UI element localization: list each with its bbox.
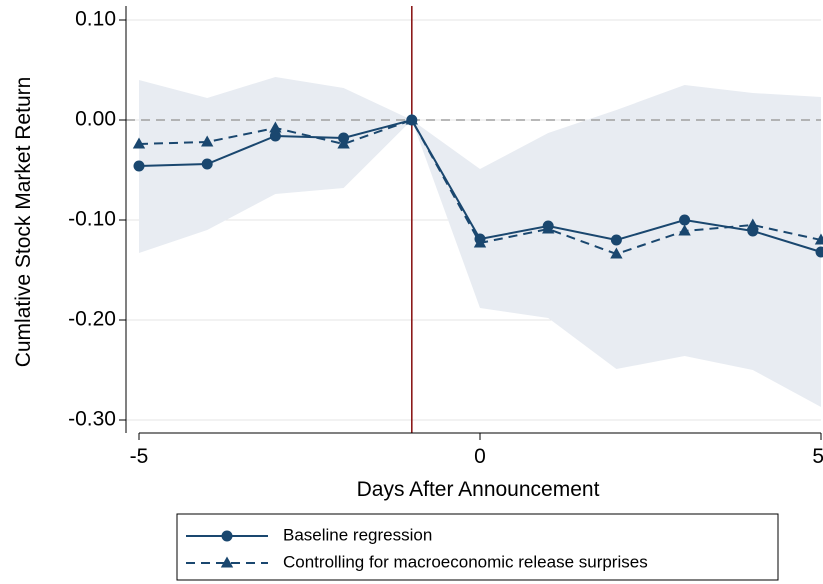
series-0-point-0 — [133, 160, 145, 172]
series-1-point-4 — [405, 113, 418, 125]
series-1-point-6 — [542, 222, 555, 234]
legend: Baseline regression Controlling for macr… — [176, 513, 779, 581]
series-0-point-2 — [269, 130, 281, 142]
series-0-point-1 — [201, 158, 213, 170]
series-layer — [132, 113, 823, 259]
x-tick-label-0: -5 — [130, 445, 149, 468]
series-1-point-7 — [610, 247, 623, 259]
y-tick-label-4: -0.30 — [68, 408, 116, 431]
series-0-point-7 — [610, 234, 622, 246]
axes: 0.10 0.00 -0.10 -0.20 -0.30 -5 0 5 — [68, 6, 823, 468]
series-0-point-8 — [679, 214, 691, 226]
legend-label-baseline: Baseline regression — [283, 525, 432, 544]
series-1-point-3 — [337, 137, 350, 149]
series-0-point-10 — [815, 246, 823, 258]
series-1-point-0 — [132, 137, 146, 149]
x-tick-label-2: 5 — [812, 445, 823, 468]
series-1-point-2 — [269, 121, 282, 133]
y-tick-label-0: 0.10 — [75, 8, 116, 31]
series-1-point-1 — [201, 135, 214, 147]
y-axis-title: Cumlative Stock Market Return — [12, 77, 35, 368]
x-axis-title: Days After Announcement — [357, 478, 600, 501]
series-1-point-9 — [746, 218, 759, 230]
y-tick-label-1: 0.00 — [75, 108, 116, 131]
legend-swatch-controlled — [186, 556, 268, 568]
legend-label-controlled: Controlling for macroeconomic release su… — [283, 552, 648, 571]
legend-box — [176, 513, 779, 581]
x-tick-label-1: 0 — [474, 445, 486, 468]
y-tick-label-2: -0.10 — [68, 208, 116, 231]
series-1-point-10 — [814, 233, 823, 245]
series-1-point-8 — [678, 224, 691, 236]
legend-swatch-baseline — [186, 530, 268, 542]
series-1-point-5 — [473, 236, 487, 248]
legend-swatch-marker-1 — [220, 556, 234, 568]
legend-swatch-marker-0 — [221, 530, 233, 542]
y-tick-label-3: -0.20 — [68, 308, 116, 331]
